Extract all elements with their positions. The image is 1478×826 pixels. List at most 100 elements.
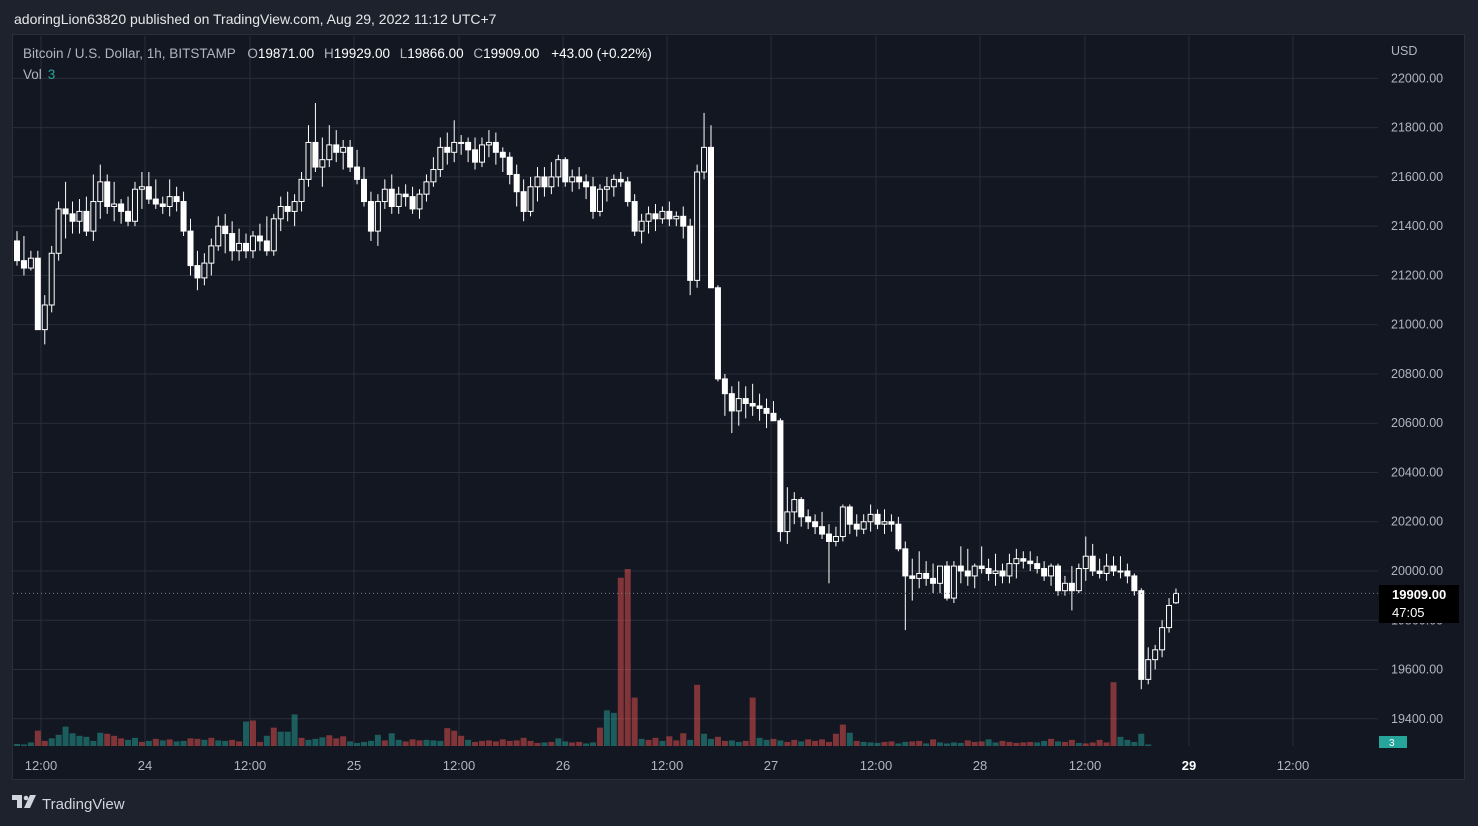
candle	[701, 112, 708, 180]
candle-body	[1089, 555, 1096, 572]
candle	[284, 191, 291, 222]
volume-bar	[34, 730, 41, 746]
volume-bar	[499, 739, 506, 746]
candle	[97, 164, 104, 219]
low-label: L	[399, 46, 408, 61]
volume-bar	[513, 740, 520, 746]
volume-bar	[347, 741, 354, 746]
candle-body	[62, 208, 69, 215]
candle-body	[402, 193, 409, 198]
time-tick-label: 12:00	[25, 758, 58, 773]
close-value: 19909.00	[483, 46, 540, 61]
candle	[381, 179, 388, 209]
candles	[14, 103, 1179, 690]
candle-body	[805, 516, 812, 523]
time-axis[interactable]: 12:00 24 12:00 25 12:00 26 12:00 27 12:00 28 12:00…	[25, 758, 1310, 773]
volume-bar	[249, 720, 256, 746]
candle	[465, 137, 472, 163]
price-tick-label: 21600.00	[1391, 170, 1443, 184]
candle-body	[548, 176, 555, 188]
candle	[756, 393, 763, 421]
candle	[555, 154, 562, 187]
candle	[666, 201, 673, 227]
candle-body	[1013, 558, 1020, 565]
candle-body	[1061, 582, 1068, 592]
candle-body	[874, 513, 881, 525]
candle	[451, 120, 458, 163]
candle-body	[1152, 649, 1159, 661]
candle-body	[846, 506, 853, 525]
candle-body	[596, 188, 603, 212]
symbol-legend[interactable]: Bitcoin / U.S. Dollar, 1h, BITSTAMP O198…	[23, 46, 652, 61]
candle	[576, 167, 583, 190]
candle-body	[721, 378, 728, 395]
candle-body	[298, 178, 305, 203]
candle	[902, 541, 909, 631]
volume-bar	[701, 733, 708, 746]
volume-bar	[1020, 742, 1027, 746]
candle	[125, 196, 132, 227]
volume-bar	[201, 739, 208, 746]
candle-body	[742, 398, 749, 405]
candle-body	[395, 193, 402, 207]
volume-bar	[173, 741, 180, 746]
candle	[62, 181, 69, 239]
candle-body	[187, 230, 194, 267]
candle-body	[708, 146, 714, 289]
candle	[596, 184, 603, 217]
volume-bar	[784, 741, 791, 746]
price-axis[interactable]: 19400.0019600.0019800.0020000.0020200.00…	[1391, 71, 1443, 725]
volume-legend[interactable]: Vol 3	[23, 67, 55, 82]
volume-bar	[659, 740, 666, 746]
candle-body	[673, 215, 680, 220]
candle-body	[680, 215, 687, 227]
candle-body	[1048, 565, 1055, 577]
candle-body	[444, 146, 451, 153]
price-tick-label: 21200.00	[1391, 268, 1443, 282]
volume-bar	[444, 728, 451, 746]
candle	[48, 245, 55, 313]
price-tick-label: 20800.00	[1391, 367, 1443, 381]
candle-body	[465, 141, 472, 151]
candle	[236, 228, 243, 261]
volume-bar	[805, 739, 812, 746]
candle-body	[69, 213, 76, 222]
volume-bar	[20, 744, 27, 746]
candle-body	[756, 405, 763, 409]
candle-body	[520, 191, 527, 212]
tradingview-brand[interactable]: TradingView	[12, 795, 125, 813]
volume-bar	[430, 740, 437, 746]
time-tick-label: 27	[764, 758, 778, 773]
volume-bar	[1110, 682, 1117, 746]
candle-body	[881, 521, 888, 525]
candle-body	[256, 235, 263, 242]
candle	[173, 186, 180, 212]
candle	[506, 152, 513, 185]
candle-body	[999, 570, 1006, 577]
candle-body	[971, 565, 978, 577]
candle	[1124, 563, 1131, 584]
candle	[208, 238, 215, 276]
open-value: 19871.00	[257, 46, 315, 61]
candle	[749, 383, 756, 416]
volume-bar	[131, 737, 138, 746]
candle-body	[215, 225, 222, 247]
candle-body	[229, 233, 236, 252]
volume-bar	[839, 724, 846, 746]
volume-bar	[506, 740, 513, 746]
open-label: O	[247, 46, 258, 61]
volume-label: Vol	[23, 67, 42, 82]
candle	[409, 186, 416, 214]
volume-bar	[381, 740, 388, 746]
brand-name: TradingView	[42, 795, 125, 813]
volume-bar	[853, 740, 860, 746]
candle-body	[478, 144, 485, 163]
candle	[201, 253, 208, 286]
candle	[881, 509, 888, 535]
volume-bar	[1061, 741, 1068, 746]
candle	[791, 492, 798, 525]
volume-bar	[950, 742, 957, 746]
volume-bar	[555, 738, 562, 746]
volume-bar	[465, 739, 472, 746]
